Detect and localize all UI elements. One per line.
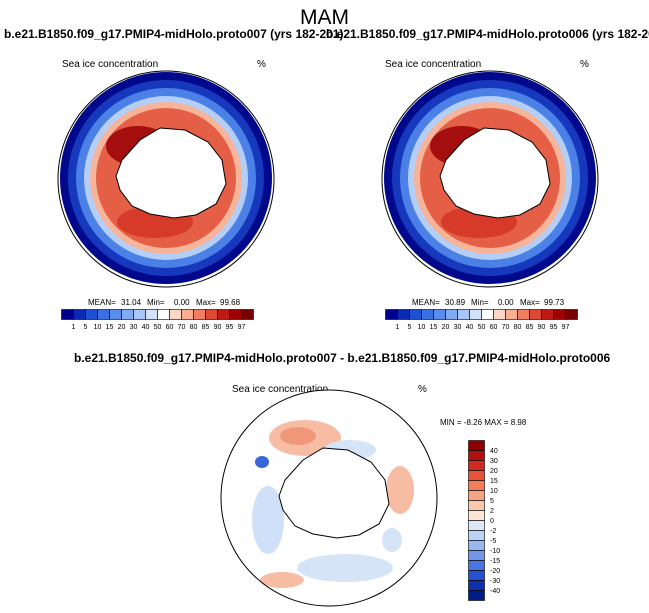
panel-3-colorbar-swatch: [468, 440, 485, 451]
panel-1-mean-label: MEAN=: [88, 298, 116, 307]
panel-3-colorbar-tick-label: 2: [490, 508, 494, 515]
panel-2-colorbar-tick-label: 15: [430, 324, 438, 331]
panel-3-colorbar-tick-label: 15: [490, 478, 498, 485]
panel-2-max-label: Max=: [520, 298, 540, 307]
panel-3-colorbar-tick-label: -15: [490, 558, 500, 565]
panel-3-units: %: [418, 384, 427, 395]
panel-2-min: 0.00: [498, 298, 514, 307]
panel-3-colorbar-swatch: [468, 540, 485, 551]
panel-1-colorbar-tick-label: 40: [142, 324, 150, 331]
panel-1-colorbar-swatch: [241, 309, 254, 320]
panel-3-variable: Sea ice concentration: [232, 384, 329, 395]
panel-2-colorbar-tick-label: 10: [418, 324, 426, 331]
panel-2-colorbar-tick-label: 40: [466, 324, 474, 331]
panel-1-colorbar-tick-label: 97: [238, 324, 246, 331]
panel-2-mean-label: MEAN=: [412, 298, 440, 307]
panel-1-max-label: Max=: [196, 298, 216, 307]
panel-1-title: b.e21.B1850.f09_g17.PMIP4-midHolo.proto0…: [4, 27, 344, 41]
panel-1-mean: 31.04: [121, 298, 142, 307]
panel-3-colorbar-swatch: [468, 520, 485, 531]
panel-2-min-label: Min=: [471, 298, 489, 307]
panel-1-colorbar-tick-label: 85: [202, 324, 210, 331]
panel-3-colorbar-swatch: [468, 480, 485, 491]
panel-2-colorbar-tick-label: 60: [490, 324, 498, 331]
panel-1-colorbar-tick-label: 50: [154, 324, 162, 331]
panel-3-colorbar-tick-label: -20: [490, 568, 500, 575]
panel-1-colorbar-tick-label: 10: [94, 324, 102, 331]
panel-2-mean: 30.89: [445, 298, 466, 307]
panel-1-colorbar-tick-label: 95: [226, 324, 234, 331]
panel-3-colorbar-tick-label: -30: [490, 578, 500, 585]
panel-1-colorbar-tick-label: 5: [84, 324, 88, 331]
panel-2-colorbar-tick-label: 1: [396, 324, 400, 331]
panel-3-stats: MIN = -8.26 MAX = 8.98: [440, 418, 527, 427]
panel-1-colorbar-tick-label: 20: [118, 324, 126, 331]
panel-3-colorbar-swatch: [468, 580, 485, 591]
panel-3-colorbar-tick-label: -2: [490, 528, 496, 535]
panel-2-max: 99.73: [544, 298, 565, 307]
panel-3-colorbar-swatch: [468, 550, 485, 561]
panel-1-colorbar: 1 5 10 15 20 30 40 50 60 70 80 85 90 95 97: [61, 309, 254, 331]
panel-3-colorbar-tick-label: 10: [490, 488, 498, 495]
panel-3-colorbar-tick-label: -10: [490, 548, 500, 555]
panel-3-colorbar-tick-label: -40: [490, 588, 500, 595]
panel-1-colorbar-tick-label: 30: [130, 324, 138, 331]
panel-3-colorbar-swatch: [468, 470, 485, 481]
figure-title: MAM: [300, 6, 349, 29]
panel-2-colorbar-tick-label: 20: [442, 324, 450, 331]
panel-3-colorbar-tick-label: 40: [490, 448, 498, 455]
panel-3-colorbar-swatch: [468, 530, 485, 541]
panel-1-max: 99.68: [220, 298, 241, 307]
panel-3-colorbar-swatch: [468, 570, 485, 581]
panel-1-colorbar-tick-label: 1: [72, 324, 76, 331]
panel-2-colorbar-tick-label: 30: [454, 324, 462, 331]
panel-1-variable: Sea ice concentration: [62, 59, 159, 70]
panel-2-title: b.e21.B1850.f09_g17.PMIP4-midHolo.proto0…: [326, 27, 649, 41]
panel-2-colorbar-tick-label: 90: [538, 324, 546, 331]
panel-1-units: %: [257, 59, 266, 70]
panel-2-colorbar: 1 5 10 15 20 30 40 50 60 70 80 85 90 95 97: [385, 309, 578, 331]
panel-2-colorbar-tick-label: 80: [514, 324, 522, 331]
panel-3-colorbar-tick-label: 20: [490, 468, 498, 475]
panel-2-colorbar-tick-label: 70: [502, 324, 510, 331]
panel-2-colorbar-tick-label: 97: [562, 324, 570, 331]
panel-2-colorbar-tick-label: 5: [408, 324, 412, 331]
panel-2-variable: Sea ice concentration: [385, 59, 482, 70]
panel-1-colorbar-tick-label: 80: [190, 324, 198, 331]
panel-1-colorbar-tick-label: 70: [178, 324, 186, 331]
panel-3-colorbar-tick-label: 0: [490, 518, 494, 525]
panel-3-colorbar-swatch: [468, 460, 485, 471]
panel-2-colorbar-tick-label: 50: [478, 324, 486, 331]
panel-3-colorbar-tick-label: -5: [490, 538, 496, 545]
panel-2-colorbar-swatch: [565, 309, 578, 320]
panel-1-min-label: Min=: [147, 298, 165, 307]
panel-1-min: 0.00: [174, 298, 190, 307]
panel-1-colorbar-tick-label: 60: [166, 324, 174, 331]
panel-3-colorbar-swatch: [468, 490, 485, 501]
panel-3-colorbar-tick-label: 30: [490, 458, 498, 465]
panel-3-colorbar-swatch: [468, 560, 485, 571]
panel-2-units: %: [580, 59, 589, 70]
panel-3-colorbar-tick-label: 5: [490, 498, 494, 505]
panel-3-colorbar-swatch: [468, 590, 485, 601]
panel-3-colorbar-swatch: [468, 450, 485, 461]
panel-3-colorbar-swatch: [468, 500, 485, 511]
panel-1-colorbar-tick-label: 90: [214, 324, 222, 331]
panel-3-title: b.e21.B1850.f09_g17.PMIP4-midHolo.proto0…: [74, 351, 611, 365]
panel-3-colorbar-swatch: [468, 510, 485, 521]
panel-2-colorbar-tick-label: 95: [550, 324, 558, 331]
panel-1-colorbar-tick-label: 15: [106, 324, 114, 331]
panel-2-colorbar-tick-label: 85: [526, 324, 534, 331]
